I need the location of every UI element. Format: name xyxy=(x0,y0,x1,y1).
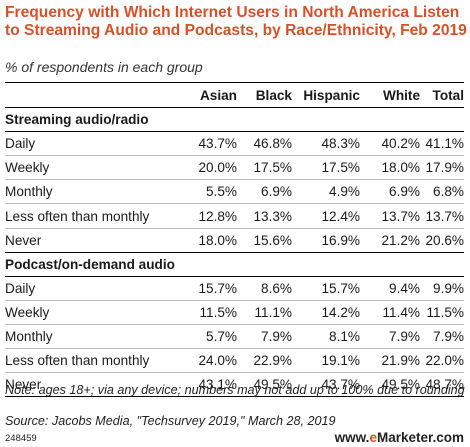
table-cell: 16.9% xyxy=(292,228,360,253)
data-table: Asian Black Hispanic White Total Streami… xyxy=(5,84,464,398)
table-row: Less often than monthly 24.0% 22.9% 19.1% 21… xyxy=(5,348,464,374)
footer: 248459 www.eMarketer.com xyxy=(5,430,464,447)
row-label: Monthly xyxy=(5,324,183,350)
note-text: Note: ages 18+; via any device; numbers … xyxy=(5,383,465,397)
table-row: Monthly 5.7% 7.9% 8.1% 7.9% 7.9% xyxy=(5,324,464,350)
row-label: Never xyxy=(5,372,183,398)
table-cell: 22.0% xyxy=(420,348,464,374)
top-rule xyxy=(5,82,464,83)
row-label: Weekly xyxy=(5,155,183,181)
column-header: Asian xyxy=(183,84,237,109)
table-row: Never 43.1% 49.5% 43.7% 49.5% 48.7% xyxy=(5,372,464,398)
table-cell: 41.1% xyxy=(420,131,464,157)
table-cell: 7.9% xyxy=(237,324,292,350)
table-cell: 15.7% xyxy=(292,276,360,301)
column-header xyxy=(5,84,183,109)
table-cell: 43.1% xyxy=(183,372,237,398)
table-cell: 13.3% xyxy=(237,203,292,229)
table-row: Monthly 5.5% 6.9% 4.9% 6.9% 6.8% xyxy=(5,179,464,205)
table-cell: 6.9% xyxy=(360,179,420,205)
table-cell: 17.5% xyxy=(237,155,292,181)
row-label: Monthly xyxy=(5,179,183,205)
table-cell: 21.2% xyxy=(360,228,420,253)
table-cell: 48.3% xyxy=(292,131,360,157)
table-cell: 21.9% xyxy=(360,348,420,374)
table-cell: 8.6% xyxy=(237,276,292,301)
table-row: Weekly 20.0% 17.5% 17.5% 18.0% 17.9% xyxy=(5,155,464,181)
table-body: Streaming audio/radio Daily 43.7% 46.8% 48.3… xyxy=(5,107,464,398)
table-cell: 46.8% xyxy=(237,131,292,157)
table-cell: 9.9% xyxy=(420,276,464,301)
table-cell: 11.5% xyxy=(183,300,237,325)
table-row: Daily 43.7% 46.8% 48.3% 40.2% 41.1% xyxy=(5,131,464,157)
table-cell: 17.9% xyxy=(420,155,464,181)
table-cell: 48.7% xyxy=(420,372,464,398)
row-label: Daily xyxy=(5,131,183,157)
table-cell: 20.6% xyxy=(420,228,464,253)
table-row: Less often than monthly 12.8% 13.3% 12.4% 13… xyxy=(5,203,464,229)
table-row: Never 18.0% 15.6% 16.9% 21.2% 20.6% xyxy=(5,228,464,253)
chart-subtitle: % of respondents in each group xyxy=(5,59,203,75)
table-cell: 13.7% xyxy=(420,203,464,229)
chart-title: Frequency with Which Internet Users in N… xyxy=(5,4,467,39)
table-cell: 9.4% xyxy=(360,276,420,301)
row-label: Daily xyxy=(5,276,183,301)
table-cell: 49.5% xyxy=(237,372,292,398)
table-cell: 5.7% xyxy=(183,324,237,350)
table-cell: 18.0% xyxy=(183,228,237,253)
table-row: Daily 15.7% 8.6% 15.7% 9.4% 9.9% xyxy=(5,276,464,301)
table-cell: 43.7% xyxy=(292,372,360,398)
table-cell: 14.2% xyxy=(292,300,360,325)
section-header-row: Streaming audio/radio xyxy=(5,107,464,133)
table-cell: 17.5% xyxy=(292,155,360,181)
table-cell: 6.8% xyxy=(420,179,464,205)
table-cell: 19.1% xyxy=(292,348,360,374)
column-header: White xyxy=(360,84,420,109)
table-cell: 13.7% xyxy=(360,203,420,229)
table-cell: 24.0% xyxy=(183,348,237,374)
brand-prefix: www. xyxy=(334,430,370,445)
table-cell: 4.9% xyxy=(292,179,360,205)
source-text: Source: Jacobs Media, "Techsurvey 2019,"… xyxy=(5,414,336,428)
table-cell: 11.1% xyxy=(237,300,292,325)
table-cell: 7.9% xyxy=(420,324,464,350)
section-title: Podcast/on-demand audio xyxy=(5,252,464,277)
table-cell: 15.7% xyxy=(183,276,237,301)
column-header: Black xyxy=(237,84,292,109)
table-cell: 43.7% xyxy=(183,131,237,157)
row-label: Never xyxy=(5,228,183,253)
table-cell: 20.0% xyxy=(183,155,237,181)
brand-rest: Marketer.com xyxy=(376,430,464,445)
row-label: Weekly xyxy=(5,300,183,325)
brand-e: e xyxy=(369,430,377,445)
row-label: Less often than monthly xyxy=(5,348,183,374)
table-cell: 12.4% xyxy=(292,203,360,229)
section-title: Streaming audio/radio xyxy=(5,107,464,133)
table-cell: 11.4% xyxy=(360,300,420,325)
header-row: Asian Black Hispanic White Total xyxy=(5,84,464,109)
table-cell: 7.9% xyxy=(360,324,420,350)
table-cell: 6.9% xyxy=(237,179,292,205)
table-cell: 12.8% xyxy=(183,203,237,229)
table-cell: 49.5% xyxy=(360,372,420,398)
table-cell: 8.1% xyxy=(292,324,360,350)
column-header: Hispanic xyxy=(292,84,360,109)
chart-id: 248459 xyxy=(5,433,37,444)
column-header: Total xyxy=(420,84,464,109)
table-row: Weekly 11.5% 11.1% 14.2% 11.4% 11.5% xyxy=(5,300,464,325)
row-label: Less often than monthly xyxy=(5,203,183,229)
table-cell: 5.5% xyxy=(183,179,237,205)
table-cell: 11.5% xyxy=(420,300,464,325)
table-cell: 15.6% xyxy=(237,228,292,253)
table-cell: 18.0% xyxy=(360,155,420,181)
table-cell: 40.2% xyxy=(360,131,420,157)
table-cell: 22.9% xyxy=(237,348,292,374)
emarketer-logo: www.eMarketer.com xyxy=(335,430,464,445)
section-header-row: Podcast/on-demand audio xyxy=(5,252,464,277)
